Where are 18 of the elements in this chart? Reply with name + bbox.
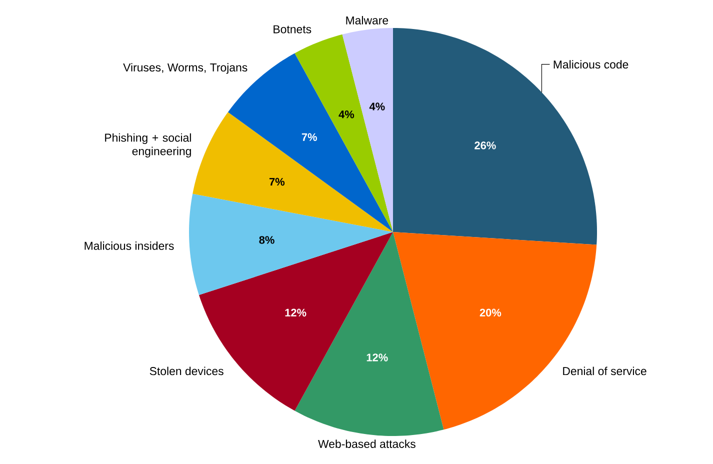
- data-label: 8%: [259, 236, 274, 244]
- slice-label: Stolen devices: [150, 366, 224, 376]
- slice-label: Web-based attacks: [318, 440, 416, 448]
- data-label: 12%: [366, 354, 388, 362]
- data-label: 12%: [285, 308, 306, 316]
- data-label: 4%: [338, 110, 354, 118]
- data-label: 7%: [269, 178, 285, 186]
- slice-label: Malicious code: [554, 60, 628, 69]
- data-label: 7%: [302, 133, 317, 141]
- slice-label: Malicious insiders: [84, 241, 174, 250]
- data-label: 26%: [474, 142, 496, 150]
- slice-label: Botnets: [274, 25, 312, 34]
- data-label: 4%: [369, 102, 385, 110]
- slice-label: Phishing + social engineering: [105, 133, 191, 158]
- slice-label: Viruses, Worms, Trojans: [123, 63, 248, 74]
- slice-label: Malware: [346, 16, 388, 24]
- data-label: 20%: [480, 308, 502, 316]
- slice-label: Denial of service: [563, 366, 646, 376]
